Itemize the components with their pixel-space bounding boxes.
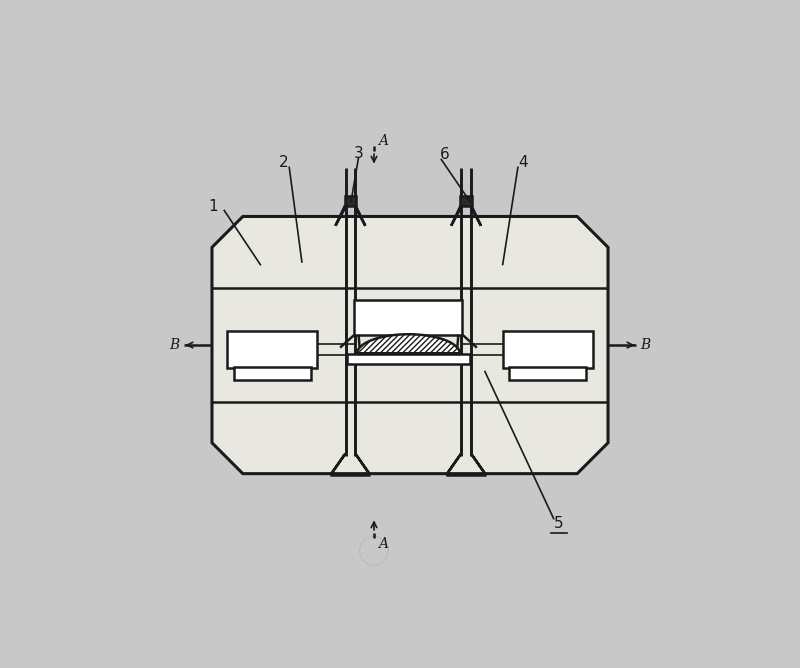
Text: 5: 5 <box>554 516 564 531</box>
Bar <box>502 331 593 368</box>
Text: 6: 6 <box>440 147 450 162</box>
Bar <box>461 196 472 206</box>
Bar <box>347 354 470 364</box>
Polygon shape <box>357 334 460 354</box>
Bar <box>354 300 462 335</box>
Bar <box>234 367 311 379</box>
Text: A: A <box>378 134 387 148</box>
Bar <box>345 196 356 206</box>
Text: 2: 2 <box>279 155 289 170</box>
Text: B: B <box>170 338 179 352</box>
Text: 3: 3 <box>354 146 363 161</box>
Bar <box>509 367 586 379</box>
Bar <box>227 331 318 368</box>
Text: B: B <box>641 338 650 352</box>
Text: A: A <box>378 537 387 551</box>
Polygon shape <box>212 216 608 474</box>
Text: 1: 1 <box>209 198 218 214</box>
Text: 4: 4 <box>518 155 528 170</box>
